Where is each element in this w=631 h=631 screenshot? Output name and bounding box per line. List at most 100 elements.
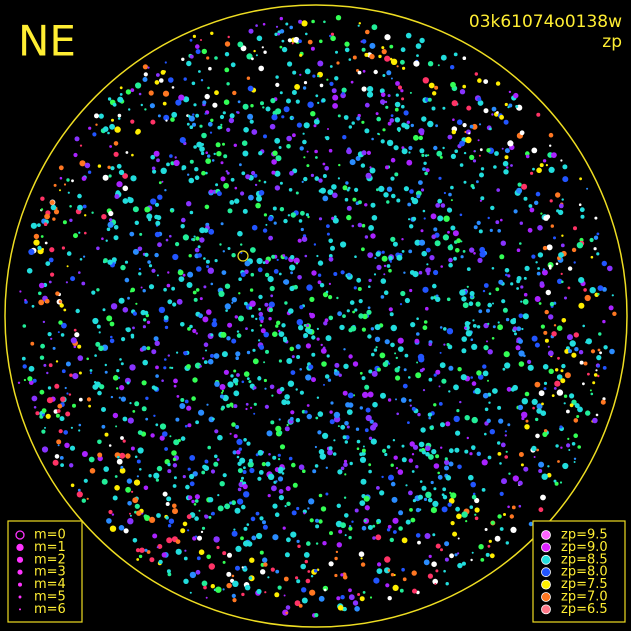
star [592,417,598,424]
star [204,112,207,115]
star [109,123,115,130]
star [442,495,448,500]
star [258,65,265,72]
star [271,159,277,165]
star [242,470,247,474]
star [571,399,577,405]
star [104,432,109,437]
star [540,410,547,417]
star [384,556,391,563]
star [182,475,186,479]
star [474,507,480,513]
star [98,345,104,352]
star [57,331,60,334]
star [89,372,92,375]
star [199,227,206,234]
star [561,280,564,284]
star [155,365,159,370]
star [60,463,64,467]
star [66,392,69,395]
star [479,251,486,258]
star [322,195,329,202]
star [471,445,476,450]
star [223,182,230,189]
star [462,250,466,253]
star [357,222,363,228]
star [230,177,235,182]
star [585,338,593,345]
star [492,388,498,394]
star [267,276,274,283]
star [466,285,469,288]
star [428,554,432,559]
star [298,604,303,608]
star [192,113,195,116]
star [359,406,363,410]
star [178,276,185,282]
star [222,250,225,253]
star [257,476,262,481]
star [430,213,437,220]
star [365,407,371,413]
star [311,377,316,383]
star [397,469,404,475]
star [192,377,198,383]
star [461,296,467,302]
star [361,223,366,228]
star [566,443,571,448]
star [312,469,317,474]
star [450,199,453,202]
star [346,425,350,429]
star [342,606,347,612]
star [439,362,446,369]
star [94,113,99,119]
star [376,486,380,490]
star [161,379,164,383]
star [187,114,191,118]
star [359,500,366,506]
star [275,25,279,28]
star [295,418,301,423]
star [427,573,433,579]
star [205,349,207,352]
star [409,270,415,275]
star [584,294,591,302]
star [295,99,300,104]
star [245,174,251,180]
star [153,336,159,342]
star [175,539,181,544]
star [325,335,332,342]
star [598,332,602,336]
star [585,341,588,344]
star [583,288,587,292]
star [367,252,374,258]
star [409,224,414,229]
star [366,150,371,155]
star [46,371,49,375]
star [135,82,142,89]
star [545,289,551,296]
star [182,521,188,527]
star [66,265,69,268]
star [380,92,386,98]
star [407,421,410,424]
star [217,494,220,497]
star [400,397,407,403]
star [397,337,404,344]
star [390,342,395,348]
star [521,183,528,190]
star [428,454,434,460]
star [390,236,396,242]
star [283,106,290,113]
star [383,290,389,296]
star [258,307,261,311]
star [450,153,456,159]
star [172,508,178,515]
star [43,363,47,367]
star [533,456,536,458]
star [388,307,393,312]
star [264,272,270,278]
star [44,426,46,429]
star [329,34,332,38]
star [70,483,75,488]
